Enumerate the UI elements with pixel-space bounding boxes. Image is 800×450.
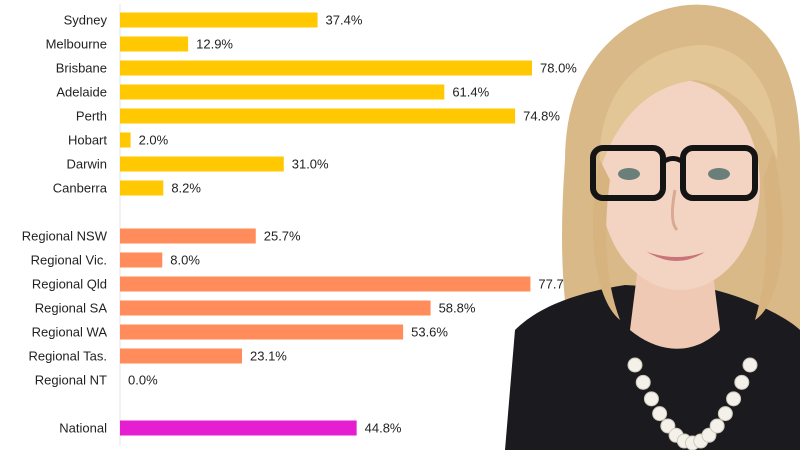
- bar-chart: Sydney 37.4% Melbourne 12.9% Brisbane 78.0% Ad…: [22, 4, 577, 446]
- data-label: 8.0%: [170, 253, 200, 268]
- data-label: 0.0%: [128, 373, 158, 388]
- data-label: 58.8%: [439, 301, 476, 316]
- data-label: 78.0%: [540, 61, 577, 76]
- pearl: [709, 418, 725, 434]
- category-label: Darwin: [67, 157, 107, 172]
- glasses-left-lens: [590, 145, 666, 201]
- pearl: [652, 406, 668, 422]
- pearl: [734, 374, 750, 390]
- pearl: [742, 357, 758, 373]
- bar: [120, 108, 516, 124]
- bar: [120, 60, 532, 76]
- pearl-necklace: [627, 357, 758, 450]
- pearl: [627, 357, 643, 373]
- data-label: 25.7%: [264, 229, 301, 244]
- data-label: 8.2%: [171, 181, 201, 196]
- category-label: National: [59, 421, 107, 436]
- bar: [120, 348, 243, 364]
- data-label: 74.8%: [523, 109, 560, 124]
- category-label: Canberra: [53, 181, 108, 196]
- category-label: Regional Vic.: [31, 253, 107, 268]
- hair-front: [599, 45, 778, 170]
- category-label: Adelaide: [56, 85, 107, 100]
- bar: [120, 36, 189, 52]
- pearl: [643, 391, 659, 407]
- bar: [120, 228, 256, 244]
- data-label: 37.4%: [326, 13, 363, 28]
- data-label: 53.6%: [411, 325, 448, 340]
- category-label: Regional WA: [32, 325, 108, 340]
- category-label: Hobart: [68, 133, 107, 148]
- bar: [120, 300, 431, 316]
- bar: [120, 276, 531, 292]
- bar: [120, 156, 284, 172]
- category-label: Regional SA: [35, 301, 108, 316]
- category-label: Sydney: [64, 13, 108, 28]
- bar: [120, 12, 318, 28]
- pearl: [635, 374, 651, 390]
- category-label: Brisbane: [56, 61, 107, 76]
- data-label: 44.8%: [365, 421, 402, 436]
- category-label: Regional NSW: [22, 229, 108, 244]
- category-label: Regional NT: [35, 373, 107, 388]
- mouth: [647, 252, 705, 261]
- bar: [120, 252, 163, 268]
- bar: [120, 84, 445, 100]
- bar: [120, 420, 357, 436]
- category-label: Regional Tas.: [28, 349, 107, 364]
- data-label: 23.1%: [250, 349, 287, 364]
- pearl: [717, 406, 733, 422]
- bar: [120, 324, 404, 340]
- data-label: 2.0%: [139, 133, 169, 148]
- bar: [120, 132, 131, 148]
- bar: [120, 180, 164, 196]
- portrait-photo: [505, 4, 800, 450]
- glasses-right-lens: [680, 145, 758, 201]
- data-label: 12.9%: [196, 37, 233, 52]
- data-label: 31.0%: [292, 157, 329, 172]
- category-label: Regional Qld: [32, 277, 107, 292]
- category-label: Perth: [76, 109, 107, 124]
- pearl: [726, 391, 742, 407]
- category-label: Melbourne: [46, 37, 107, 52]
- data-label: 61.4%: [452, 85, 489, 100]
